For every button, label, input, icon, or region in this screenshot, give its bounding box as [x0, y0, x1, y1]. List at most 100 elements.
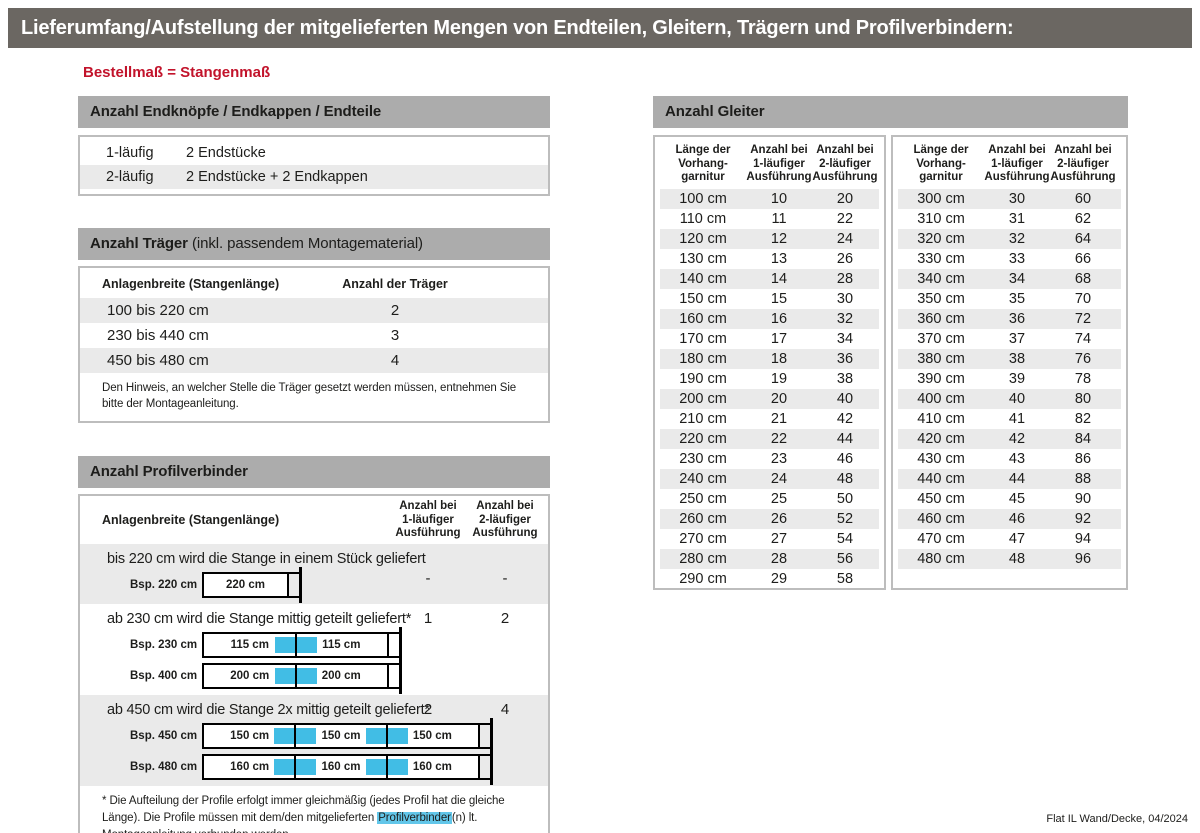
rule-description: ab 230 cm wird die Stange mittig geteilt… [107, 611, 412, 628]
end-bracket-icon [480, 718, 493, 755]
garnitur-length: 420 cm [917, 431, 965, 447]
count-2-laeufig: 70 [1074, 291, 1092, 307]
garnitur-length: 240 cm [679, 471, 727, 487]
section-header-profilverbinder: Anzahl Profilverbinder [78, 456, 550, 489]
count-2-laeufig: 82 [1074, 411, 1092, 427]
count-2-laeufig: 52 [836, 511, 854, 527]
rod-graphic: 200 cm 200 cm [202, 663, 389, 690]
count-1-laeufig: 23 [770, 451, 788, 467]
gleiter-row: 330 cm 33 66 [898, 249, 1121, 269]
count-2-laeufig: 34 [836, 331, 854, 347]
gleiter-col-header-line: Ausführung [812, 171, 878, 183]
gleiter-row: 400 cm 40 80 [898, 389, 1121, 409]
count-2-laeufig: 60 [1074, 191, 1092, 207]
rod-diagram: Bsp. 450 cm 150 cm 150 cm 150 cm [80, 718, 548, 755]
section-header-endteile: Anzahl Endknöpfe / Endkappen / Endteile [78, 96, 550, 128]
pv-col3-line2: 2-läufiger [479, 513, 531, 526]
gleiter-col-header: Anzahl bei 2-läufiger Ausführung [812, 144, 878, 189]
gleiter-col-header-line: 2-läufiger [1057, 157, 1109, 170]
profilverbinder-row: bis 220 cm wird die Stange in einem Stüc… [80, 544, 548, 605]
garnitur-length: 330 cm [917, 251, 965, 267]
rod-diagram: Bsp. 230 cm 115 cm 115 cm [80, 627, 548, 664]
traeger-count: 2 [390, 302, 400, 319]
gleiter-col-header-line: Ausführung [746, 171, 812, 183]
gleiter-col-header-line: Länge der [913, 144, 969, 156]
count-1-laeufig: 26 [770, 511, 788, 527]
gleiter-row: 430 cm 43 86 [898, 449, 1121, 469]
count-2-laeufig: 72 [1074, 311, 1092, 327]
gleiter-row: 390 cm 39 78 [898, 369, 1121, 389]
gleiter-col-header-line: Vorhang- [916, 157, 966, 170]
count-1-laeufig: 47 [1008, 531, 1026, 547]
gleiter-row: 480 cm 48 96 [898, 549, 1121, 569]
gleiter-col-header-line: Vorhang- [678, 157, 728, 170]
garnitur-length: 140 cm [679, 271, 727, 287]
traeger-col1-header: Anlagenbreite (Stangenlänge) [102, 277, 280, 291]
section-header-traeger: Anzahl Träger (inkl. passendem Montagema… [78, 228, 550, 260]
count-1-laeufig: 20 [770, 391, 788, 407]
segment-length: 115 cm [230, 639, 269, 652]
gleiter-header-row: Länge der Vorhang-garnitur Anzahl bei 1-läu… [898, 137, 1121, 189]
count-1-laeufig: 2 [423, 701, 433, 719]
right-column: Anzahl Gleiter Länge der Vorhang-garnitur… [653, 96, 1128, 590]
segment-length: 160 cm [321, 761, 361, 774]
gleiter-row: 260 cm 26 52 [660, 509, 879, 529]
count-1-laeufig: 35 [1008, 291, 1026, 307]
count-1-laeufig: 24 [770, 471, 788, 487]
count-2-laeufig: 90 [1074, 491, 1092, 507]
garnitur-length: 290 cm [679, 571, 727, 587]
count-1-laeufig: 34 [1008, 271, 1026, 287]
garnitur-length: 410 cm [917, 411, 965, 427]
gleiter-col-header: Anzahl bei 1-läufiger Ausführung [984, 144, 1050, 189]
traeger-count: 4 [390, 352, 400, 369]
garnitur-length: 460 cm [917, 511, 965, 527]
count-1-laeufig: 11 [771, 211, 787, 227]
count-1-laeufig: 30 [1008, 191, 1026, 207]
gleiter-row: 410 cm 41 82 [898, 409, 1121, 429]
profilverbinder-rows: bis 220 cm wird die Stange in einem Stüc… [80, 544, 548, 787]
profilverbinder-row: ab 230 cm wird die Stange mittig geteilt… [80, 604, 548, 695]
gleiter-col-header-line: garnitur [919, 171, 963, 183]
gleiter-col-header-line: Ausführung [984, 171, 1050, 183]
gleiter-row: 100 cm 10 20 [660, 189, 879, 209]
garnitur-length: 190 cm [679, 371, 727, 387]
count-2-laeufig: 44 [836, 431, 854, 447]
garnitur-length: 250 cm [679, 491, 727, 507]
gleiter-row: 250 cm 25 50 [660, 489, 879, 509]
width-range: 100 bis 220 cm [107, 302, 209, 319]
garnitur-length: 380 cm [917, 351, 965, 367]
garnitur-length: 470 cm [917, 531, 965, 547]
segment-length: 160 cm [230, 761, 270, 774]
traeger-row: 230 bis 440 cm 3 [80, 323, 548, 348]
gleiter-row: 280 cm 28 56 [660, 549, 879, 569]
count-2-laeufig: 66 [1074, 251, 1092, 267]
order-measure-note: Bestellmaß = Stangenmaß [83, 64, 271, 81]
segment-length: 200 cm [230, 670, 270, 683]
count-1-laeufig: 17 [770, 331, 788, 347]
end-bracket-icon [389, 658, 402, 695]
count-2-laeufig: 96 [1074, 551, 1092, 567]
count-1-laeufig: 41 [1008, 411, 1026, 427]
end-parts-value: 2 Endstücke + 2 Endkappen [186, 169, 368, 185]
section-header-gleiter: Anzahl Gleiter [653, 96, 1128, 128]
traeger-table: Anlagenbreite (Stangenlänge) Anzahl der … [78, 266, 550, 424]
gleiter-row: 310 cm 31 62 [898, 209, 1121, 229]
garnitur-length: 110 cm [679, 211, 727, 227]
endteile-table: 1-läufig 2 Endstücke 2-läufig 2 Endstücke +… [78, 135, 550, 196]
count-1-laeufig: 22 [770, 431, 788, 447]
count-1-laeufig: 33 [1008, 251, 1026, 267]
count-1-laeufig: 31 [1008, 211, 1026, 227]
example-label: Bsp. 450 cm [130, 730, 198, 743]
end-parts-value: 2 Endstücke [186, 145, 266, 161]
garnitur-length: 430 cm [917, 451, 965, 467]
count-1-laeufig: 37 [1008, 331, 1026, 347]
rod-graphic: 220 cm [202, 572, 289, 599]
document-version: Flat IL Wand/Decke, 04/2024 [1046, 813, 1188, 825]
count-1-laeufig: 15 [770, 291, 788, 307]
footnote-highlight: Profilverbinder [377, 811, 452, 824]
count-2-laeufig: 78 [1074, 371, 1092, 387]
garnitur-length: 170 cm [679, 331, 727, 347]
count-2-laeufig: 4 [500, 701, 510, 719]
segment-length: 150 cm [321, 730, 361, 743]
count-2-laeufig: 74 [1074, 331, 1092, 347]
